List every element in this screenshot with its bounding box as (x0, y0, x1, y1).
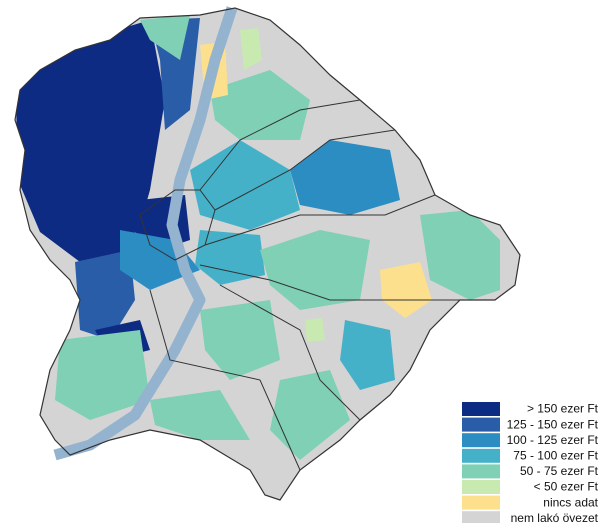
district-area (305, 318, 325, 342)
legend-label: 75 - 100 ezer Ft (513, 448, 598, 462)
district-area (200, 300, 280, 380)
legend-label: 125 - 150 ezer Ft (507, 417, 599, 431)
legend-label: nem lakó övezet (511, 511, 599, 523)
district-area (150, 390, 250, 440)
city-outline (14, 7, 521, 501)
district-area (195, 230, 265, 285)
district-area (190, 140, 300, 230)
legend-label: > 150 ezer Ft (527, 402, 599, 416)
district-area (210, 70, 310, 140)
district-area (140, 15, 190, 60)
district-area (120, 230, 200, 290)
river (53, 6, 238, 461)
district-area (15, 20, 165, 262)
legend-swatch (462, 448, 500, 463)
legend-swatch (462, 417, 500, 432)
district-area (75, 250, 135, 340)
legend-swatch (462, 495, 500, 510)
district-area (380, 262, 432, 318)
district-area (260, 230, 370, 310)
district-area (240, 28, 262, 70)
district-area (270, 370, 350, 460)
district-area (340, 320, 395, 390)
legend-swatch (462, 480, 500, 494)
legend-swatch (462, 402, 500, 416)
legend-swatch (462, 464, 500, 479)
legend-label: 100 - 125 ezer Ft (507, 433, 599, 447)
legend-label: < 50 ezer Ft (534, 480, 599, 494)
legend-swatch (462, 433, 500, 448)
district-area (290, 140, 400, 215)
district-boundaries (139, 99, 460, 471)
legend-label: 50 - 75 ezer Ft (520, 464, 599, 478)
district-area (55, 330, 150, 420)
district-area (420, 210, 500, 300)
legend-label: nincs adat (543, 495, 598, 509)
legend-swatch (462, 511, 500, 526)
